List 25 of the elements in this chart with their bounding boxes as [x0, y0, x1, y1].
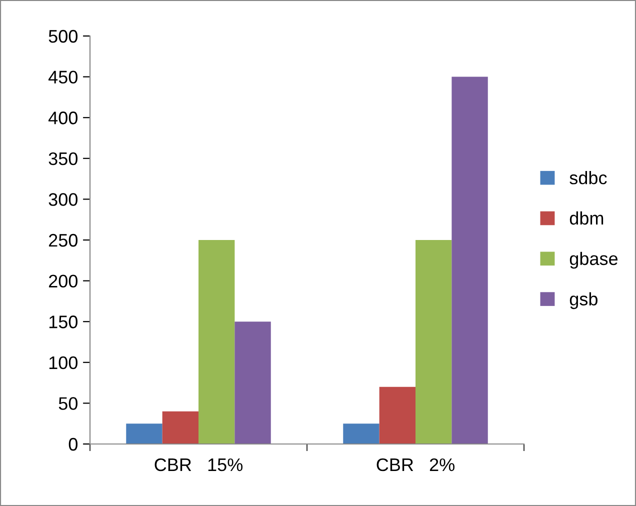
y-tick-label: 0: [68, 438, 78, 451]
y-tick-label: 350: [48, 152, 78, 166]
bar: [126, 424, 162, 444]
legend-label: sdbc: [570, 171, 607, 184]
x-tick-label: CBR 15%: [154, 458, 243, 472]
legend-label: gsb: [570, 292, 598, 310]
y-tick-label: 150: [49, 316, 78, 328]
bar: [416, 240, 452, 444]
bar: [452, 76, 488, 444]
bar: [234, 322, 271, 444]
bar: [198, 240, 235, 444]
y-tick-label: 50: [58, 397, 78, 410]
y-tick-label: 500: [48, 30, 78, 43]
y-tick-label: 100: [49, 356, 78, 370]
legend-label: dbm: [570, 211, 604, 225]
y-tick-label: 300: [48, 193, 78, 206]
bar: [162, 411, 198, 444]
y-tick-label: 250: [48, 234, 78, 247]
legend-label: gbase: [570, 252, 618, 269]
x-tick-label: CBR 2%: [376, 458, 454, 472]
y-tick-label: 200: [48, 274, 78, 288]
bar: [343, 424, 380, 444]
y-tick-label: 450: [48, 70, 78, 84]
bar: [379, 386, 416, 444]
y-tick-label: 400: [48, 112, 78, 124]
